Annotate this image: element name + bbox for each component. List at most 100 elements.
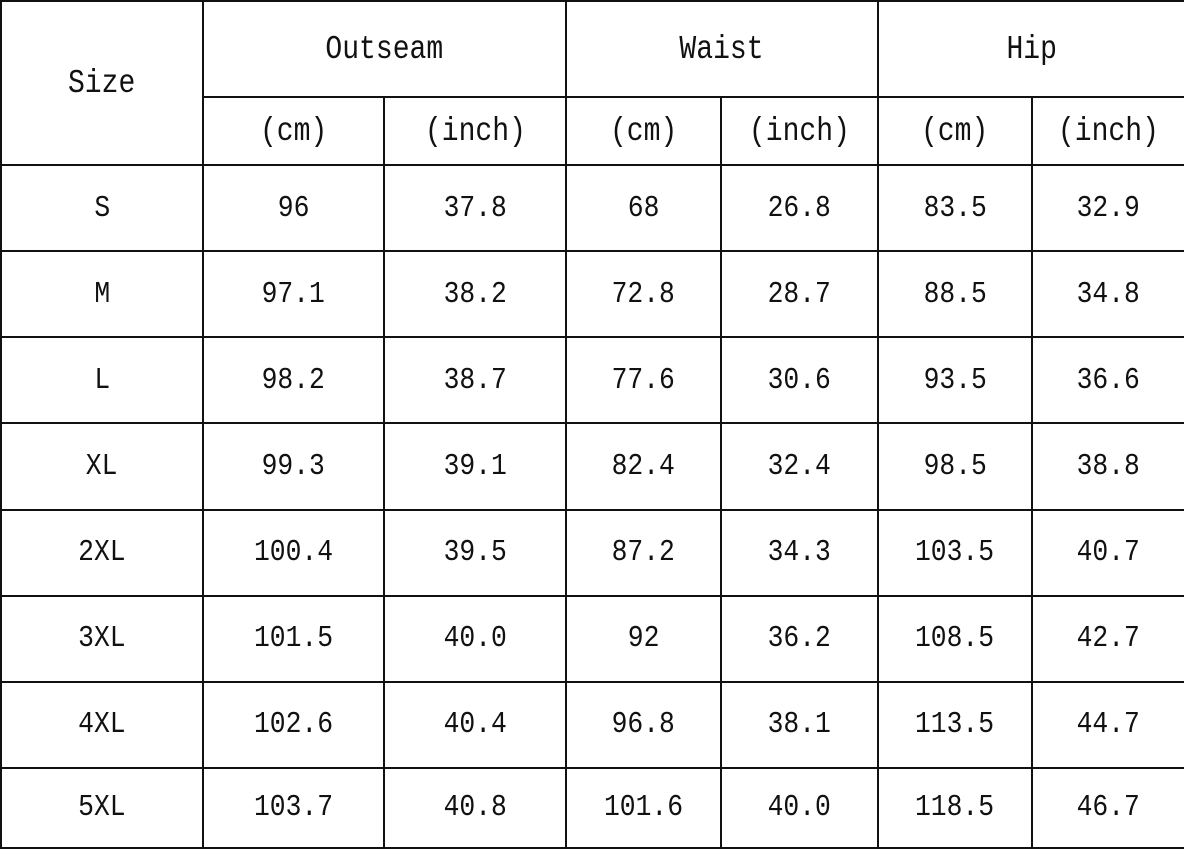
value-cell: 98.2: [202, 336, 385, 425]
value-cell: 40.0: [720, 766, 879, 849]
value-cell: 68: [565, 163, 722, 253]
unit-label: (cm): [609, 112, 678, 150]
value-label: 40.0: [443, 621, 507, 657]
value-cell: 101.6: [565, 766, 722, 849]
size-label: XL: [86, 448, 118, 484]
value-cell: 34.3: [720, 508, 879, 597]
table-row: 3XL 101.5 40.0 92 36.2 108.5 42.7: [0, 594, 1184, 683]
group-label: Waist: [679, 30, 765, 68]
unit-header: (inch): [1030, 96, 1184, 166]
value-cell: 40.4: [383, 680, 567, 769]
value-label: 92: [627, 621, 660, 657]
value-cell: 96.8: [565, 680, 722, 769]
value-cell: 100.4: [202, 508, 385, 597]
size-cell: 2XL: [0, 508, 204, 597]
value-label: 40.4: [443, 707, 507, 743]
value-cell: 103.7: [202, 766, 385, 849]
value-cell: 96: [202, 163, 385, 253]
value-cell: 93.5: [877, 336, 1033, 425]
unit-header: (cm): [565, 96, 722, 166]
unit-header: (cm): [877, 96, 1033, 166]
value-cell: 99.3: [202, 422, 385, 511]
value-cell: 82.4: [565, 422, 722, 511]
value-cell: 72.8: [565, 250, 722, 339]
size-header: Size: [0, 0, 204, 166]
value-label: 28.7: [767, 276, 832, 312]
value-cell: 26.8: [720, 163, 879, 253]
value-label: 34.8: [1076, 276, 1141, 312]
value-label: 30.6: [767, 362, 832, 398]
value-label: 88.5: [923, 276, 987, 312]
header-row-groups: Size Outseam Waist Hip: [0, 0, 1184, 166]
value-label: 103.5: [915, 535, 995, 571]
value-cell: 36.6: [1030, 336, 1184, 425]
value-label: 40.0: [767, 790, 832, 826]
table-row: M 97.1 38.2 72.8 28.7 88.5 34.8: [0, 250, 1184, 339]
value-label: 101.5: [253, 621, 334, 657]
size-label: M: [94, 276, 110, 312]
size-cell: L: [0, 336, 204, 425]
unit-label: (inch): [748, 112, 850, 150]
size-cell: S: [0, 163, 204, 253]
value-cell: 108.5: [877, 594, 1033, 683]
value-cell: 42.7: [1030, 594, 1184, 683]
size-label: 5XL: [78, 790, 126, 826]
group-header-outseam: Outseam: [202, 0, 567, 98]
value-label: 102.6: [253, 707, 334, 743]
value-label: 42.7: [1076, 621, 1141, 657]
table-body: S 96 37.8 68 26.8 83.5 32.9 M 97.1 38.2 72.8 28.7 88…: [0, 163, 1184, 849]
value-label: 98.5: [923, 448, 987, 484]
value-cell: 36.2: [720, 594, 879, 683]
value-cell: 40.8: [383, 766, 567, 849]
group-label: Outseam: [325, 30, 444, 68]
value-cell: 34.8: [1030, 250, 1184, 339]
value-label: 101.6: [603, 790, 684, 826]
group-header-waist: Waist: [565, 0, 879, 98]
value-label: 32.4: [767, 448, 832, 484]
table-row: S 96 37.8 68 26.8 83.5 32.9: [0, 163, 1184, 253]
value-cell: 38.1: [720, 680, 879, 769]
group-label: Hip: [1006, 30, 1057, 68]
value-label: 82.4: [611, 448, 676, 484]
value-label: 39.5: [443, 535, 507, 571]
value-label: 38.7: [443, 362, 507, 398]
size-label: 4XL: [78, 707, 126, 743]
value-label: 37.8: [443, 190, 507, 226]
value-label: 26.8: [767, 190, 832, 226]
unit-label: (cm): [259, 112, 328, 150]
value-label: 44.7: [1076, 707, 1141, 743]
value-cell: 38.8: [1030, 422, 1184, 511]
value-label: 34.3: [767, 535, 832, 571]
table-row: 2XL 100.4 39.5 87.2 34.3 103.5 40.7: [0, 508, 1184, 597]
unit-label: (cm): [921, 112, 989, 150]
value-label: 77.6: [611, 362, 676, 398]
value-cell: 39.5: [383, 508, 567, 597]
value-label: 96.8: [611, 707, 676, 743]
value-cell: 83.5: [877, 163, 1033, 253]
size-cell: 4XL: [0, 680, 204, 769]
value-cell: 28.7: [720, 250, 879, 339]
value-label: 99.3: [261, 448, 326, 484]
unit-header: (inch): [720, 96, 879, 166]
value-label: 40.7: [1076, 535, 1141, 571]
unit-label: (inch): [424, 112, 526, 150]
value-label: 118.5: [915, 790, 995, 826]
size-cell: M: [0, 250, 204, 339]
value-label: 100.4: [253, 535, 334, 571]
value-label: 97.1: [261, 276, 326, 312]
size-cell: 3XL: [0, 594, 204, 683]
size-label: 2XL: [78, 535, 126, 571]
size-label: 3XL: [78, 621, 126, 657]
value-cell: 113.5: [877, 680, 1033, 769]
value-label: 93.5: [923, 362, 987, 398]
value-label: 39.1: [443, 448, 507, 484]
value-label: 87.2: [611, 535, 676, 571]
value-label: 32.9: [1076, 190, 1141, 226]
value-cell: 44.7: [1030, 680, 1184, 769]
table-row: L 98.2 38.7 77.6 30.6 93.5 36.6: [0, 336, 1184, 425]
value-label: 36.2: [767, 621, 832, 657]
value-label: 38.8: [1076, 448, 1141, 484]
value-cell: 103.5: [877, 508, 1033, 597]
value-cell: 77.6: [565, 336, 722, 425]
table-row: XL 99.3 39.1 82.4 32.4 98.5 38.8: [0, 422, 1184, 511]
